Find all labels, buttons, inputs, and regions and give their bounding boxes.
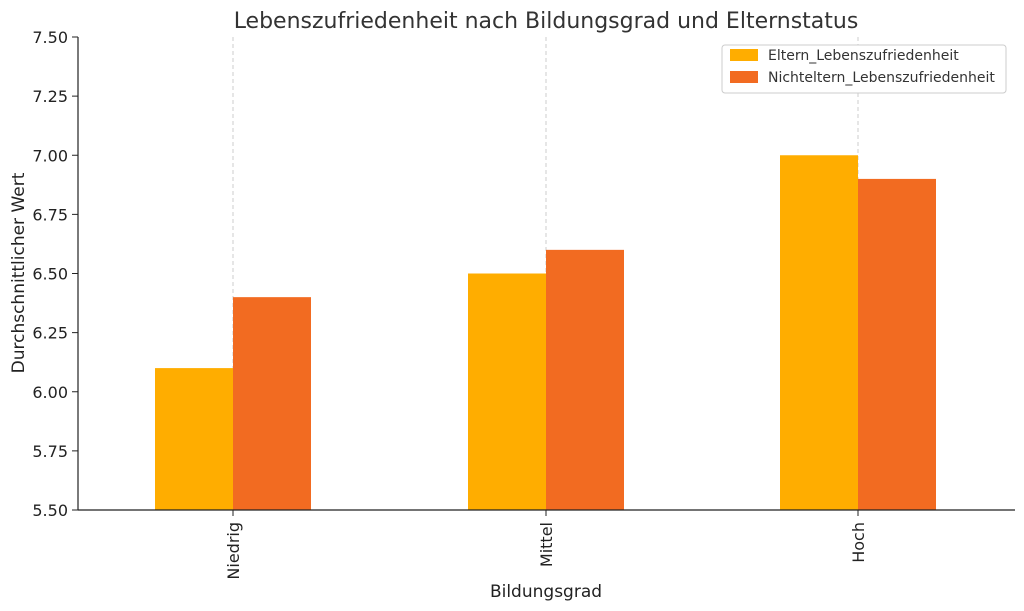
x-tick-label-mittel: Mittel xyxy=(537,522,556,567)
y-tick-label: 5.50 xyxy=(32,501,68,520)
y-tick-label: 5.75 xyxy=(32,442,68,461)
y-tick-label: 7.00 xyxy=(32,146,68,165)
chart-title: Lebenszufriedenheit nach Bildungsgrad un… xyxy=(234,9,859,34)
y-tick-label: 7.25 xyxy=(32,87,68,106)
bar-nichteltern-mittel xyxy=(546,249,624,510)
y-tick-label: 6.75 xyxy=(32,205,68,224)
legend-label-eltern: Eltern_Lebenszufriedenheit xyxy=(768,48,959,64)
bar-nichteltern-hoch xyxy=(858,178,936,510)
y-tick-label: 7.50 xyxy=(32,28,68,47)
y-axis-label: Durchschnittlicher Wert xyxy=(9,172,29,373)
legend-swatch-nichteltern xyxy=(730,71,758,83)
bar-eltern-mittel xyxy=(468,273,546,510)
legend: Eltern_Lebenszufriedenheit Nichteltern_L… xyxy=(721,44,1007,94)
legend-label-nichteltern: Nichteltern_Lebenszufriedenheit xyxy=(768,70,995,86)
bars xyxy=(155,155,936,510)
y-tick-label: 6.00 xyxy=(32,383,68,402)
y-ticks: 5.50 5.75 6.00 6.25 6.50 6.75 7.00 7.25 7.50 xyxy=(32,28,78,520)
y-tick-label: 6.25 xyxy=(32,324,68,343)
x-tick-label-niedrig: Niedrig xyxy=(224,522,243,580)
y-tick-label: 6.50 xyxy=(32,265,68,284)
x-ticks: Niedrig Mittel Hoch xyxy=(224,510,868,580)
legend-box xyxy=(721,44,1007,94)
x-axis-label: Bildungsgrad xyxy=(490,582,602,602)
legend-swatch-eltern xyxy=(730,49,758,61)
bar-eltern-niedrig xyxy=(155,368,233,510)
bar-nichteltern-niedrig xyxy=(233,297,311,510)
x-tick-label-hoch: Hoch xyxy=(849,522,868,563)
bar-eltern-hoch xyxy=(780,155,858,510)
